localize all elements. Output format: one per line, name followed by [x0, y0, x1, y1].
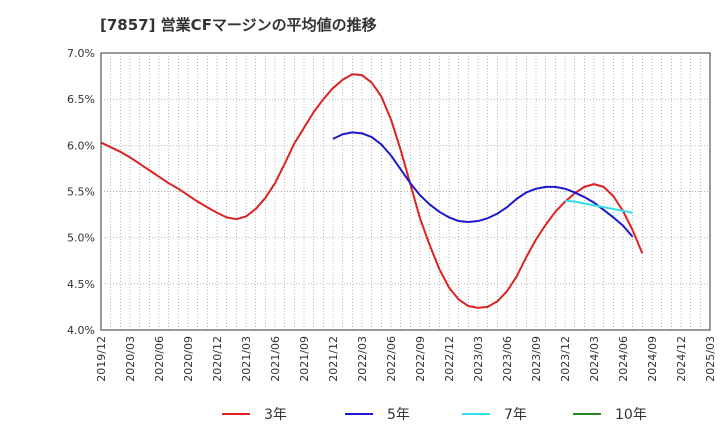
plot-frame [100, 52, 711, 331]
series-line-5年 [332, 131, 634, 238]
axis-layer: 4.0% 4.5% 5.0% 5.5% 6.0% 6.5% 7.0% 2019/12 2020/… [67, 47, 717, 382]
plot-area [101, 53, 710, 330]
y-tick-label: 4.0% [67, 324, 95, 337]
series-layer [100, 73, 644, 309]
y-tick-label: 7.0% [67, 47, 95, 60]
x-tick-label: 2022/12 [443, 336, 456, 382]
x-tick-label: 2022/09 [414, 336, 427, 382]
x-tick-label: 2024/09 [646, 336, 659, 382]
legend-label: 5年 [387, 407, 410, 423]
x-tick-label: 2024/06 [617, 336, 630, 382]
x-tick-label: 2025/03 [704, 336, 717, 382]
legend-label: 3年 [264, 407, 287, 423]
x-tick-label: 2021/09 [298, 336, 311, 382]
y-tick-label: 5.5% [67, 186, 95, 199]
x-tick-label: 2020/03 [124, 336, 137, 382]
x-tick-label: 2020/06 [153, 336, 166, 382]
x-tick-label: 2024/12 [675, 336, 688, 382]
y-tick-label: 4.5% [67, 278, 95, 291]
series-line-3年 [100, 73, 644, 309]
grid-layer [101, 52, 710, 331]
legend-label: 10年 [615, 407, 647, 423]
x-tick-label: 2021/03 [240, 336, 253, 382]
y-tick-label: 6.0% [67, 139, 95, 152]
x-tick-label: 2023/03 [472, 336, 485, 382]
series-line-7年 [564, 199, 633, 214]
legend-label: 7年 [504, 407, 527, 423]
x-tick-label: 2024/03 [588, 336, 601, 382]
x-tick-label: 2023/06 [501, 336, 514, 382]
x-tick-label: 2020/12 [211, 336, 224, 382]
y-tick-label: 6.5% [67, 93, 95, 106]
x-tick-label: 2020/09 [182, 336, 195, 382]
x-tick-label: 2023/12 [559, 336, 572, 382]
x-tick-label: 2021/12 [327, 336, 340, 382]
x-tick-label: 2019/12 [95, 336, 108, 382]
legend-layer: 3年 5年 7年 10年 [222, 407, 647, 423]
y-tick-label: 5.0% [67, 232, 95, 245]
x-tick-label: 2021/06 [269, 336, 282, 382]
x-tick-label: 2023/09 [530, 336, 543, 382]
x-tick-label: 2022/03 [356, 336, 369, 382]
x-tick-label: 2022/06 [385, 336, 398, 382]
chart-title: [7857] 営業CFマージンの平均値の推移 [100, 16, 377, 34]
